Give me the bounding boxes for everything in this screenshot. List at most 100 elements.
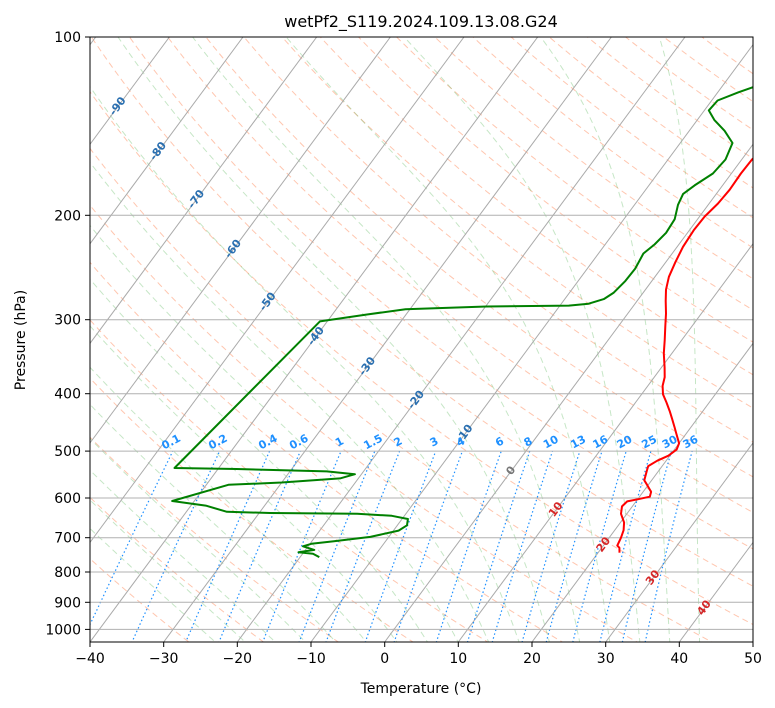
dry-adiabat <box>90 37 753 587</box>
isotherm-line <box>457 242 753 642</box>
dry-adiabat <box>548 37 753 189</box>
mixing-ratio-label: 3 <box>428 434 441 449</box>
dry-adiabat <box>90 319 489 642</box>
isotherm-line <box>90 37 539 642</box>
dry-adiabat <box>90 90 753 626</box>
x-tick-label: −10 <box>296 651 326 667</box>
isotherm-line <box>605 442 753 642</box>
isotherm-label: -20 <box>405 388 427 412</box>
moist-adiabat <box>403 37 641 642</box>
y-tick-label: 800 <box>54 565 81 581</box>
isotherm-line <box>163 37 612 642</box>
moist-adiabat <box>90 366 367 642</box>
dry-adiabat <box>281 37 753 409</box>
dry-adiabat <box>90 147 713 642</box>
moist-adiabat <box>191 37 581 642</box>
mixing-ratio-label: 36 <box>681 433 701 452</box>
mixing-ratio-label: 2 <box>392 434 405 449</box>
isotherm-label: 0 <box>503 463 518 477</box>
mixing-ratio-label: 1.5 <box>361 432 384 453</box>
dry-adiabat <box>319 37 753 376</box>
mixing-ratio-label: 0.1 <box>159 432 182 453</box>
x-tick-label: −30 <box>149 651 179 667</box>
y-tick-label: 1000 <box>45 622 81 638</box>
mixing-ratio-label: 20 <box>615 433 635 452</box>
mixing-ratio-label: 1 <box>333 434 346 449</box>
mixing-ratio-label: 30 <box>660 433 680 452</box>
dry-adiabat <box>90 261 564 642</box>
isotherm-line <box>90 37 244 245</box>
mixing-ratio-label: 0.2 <box>206 432 229 453</box>
moist-adiabat <box>90 527 216 642</box>
dry-adiabat <box>434 37 753 280</box>
moist-adiabat <box>90 278 429 642</box>
chart-title: wetPf2_S119.2024.109.13.08.G24 <box>284 12 558 32</box>
isotherm-label: -50 <box>256 289 278 313</box>
dry-adiabat <box>90 496 265 642</box>
dry-adiabat <box>205 37 753 478</box>
x-tick-label: −40 <box>75 651 105 667</box>
y-tick-label: 600 <box>54 491 81 507</box>
moist-adiabat <box>658 37 701 642</box>
mixing-ratio-label: 6 <box>493 434 506 449</box>
x-tick-label: 30 <box>597 651 615 667</box>
background-lines <box>90 37 753 642</box>
mixing-ratio-line <box>393 450 463 642</box>
x-tick-label: 0 <box>380 651 389 667</box>
mixing-ratio-line <box>466 450 531 642</box>
isotherm-line <box>531 342 753 642</box>
moist-adiabat <box>90 469 276 642</box>
mixing-ratio-label: 25 <box>639 433 659 452</box>
dry-adiabat <box>395 37 753 311</box>
dewpoint-line <box>171 86 753 558</box>
moist-adiabat <box>90 437 307 642</box>
y-tick-label: 900 <box>54 595 81 611</box>
mixing-ratio-label: 13 <box>568 433 588 452</box>
mixing-ratio-line <box>435 450 502 642</box>
y-tick-label: 100 <box>54 30 81 46</box>
x-tick-label: 50 <box>744 651 762 667</box>
temperature-line <box>616 157 753 553</box>
isotherm-line <box>678 541 753 642</box>
dry-adiabat <box>510 37 753 219</box>
moist-adiabat <box>90 161 490 642</box>
isotherm-line <box>384 143 753 642</box>
dry-adiabat <box>128 37 753 550</box>
plot-frame <box>89 36 754 643</box>
moist-adiabat <box>90 499 246 642</box>
moist-adiabat <box>90 224 459 642</box>
x-tick-label: 40 <box>670 651 688 667</box>
x-tick-label: 20 <box>523 651 541 667</box>
mixing-ratio-label: 0.6 <box>287 432 311 453</box>
y-tick-label: 300 <box>54 313 81 329</box>
x-axis: −40 −30 −20 −10 0 10 20 30 40 50 <box>75 642 762 667</box>
mixing-ratio-label: 0.4 <box>256 432 280 453</box>
moist-adiabat <box>90 85 520 642</box>
dry-adiabat <box>357 37 753 343</box>
isotherm-line <box>310 43 753 642</box>
isotherm-label: -80 <box>147 139 169 163</box>
y-tick-label: 700 <box>54 531 81 547</box>
isotherm-line <box>752 641 753 642</box>
isotherm-label: -60 <box>222 237 244 261</box>
isotherm-line <box>90 37 465 544</box>
profile-series <box>171 86 753 558</box>
isotherm-label: 10 <box>546 499 566 519</box>
x-tick-label: 10 <box>449 651 467 667</box>
isotherm-line <box>90 37 318 345</box>
y-axis: 100 200 300 400 500 600 700 800 900 1000 <box>45 30 90 638</box>
moist-adiabat <box>117 37 550 642</box>
dry-adiabat <box>167 37 753 514</box>
x-axis-title: Temperature (°C) <box>360 681 482 697</box>
mixing-ratio-label: 10 <box>541 433 561 452</box>
x-tick-label: −20 <box>223 651 253 667</box>
y-axis-title: Pressure (hPa) <box>13 290 29 390</box>
mixing-ratio-labels: 0.1 0.2 0.4 0.6 1 1.5 2 3 4 6 8 10 13 16 20 25 30 36 <box>159 432 700 453</box>
isotherm-label: -90 <box>106 94 128 118</box>
isotherm-line <box>90 37 391 444</box>
isotherm-line <box>90 37 170 146</box>
dry-adiabat <box>472 37 753 249</box>
mixing-ratio-label: 16 <box>591 433 611 452</box>
pressure-grid <box>90 37 753 630</box>
